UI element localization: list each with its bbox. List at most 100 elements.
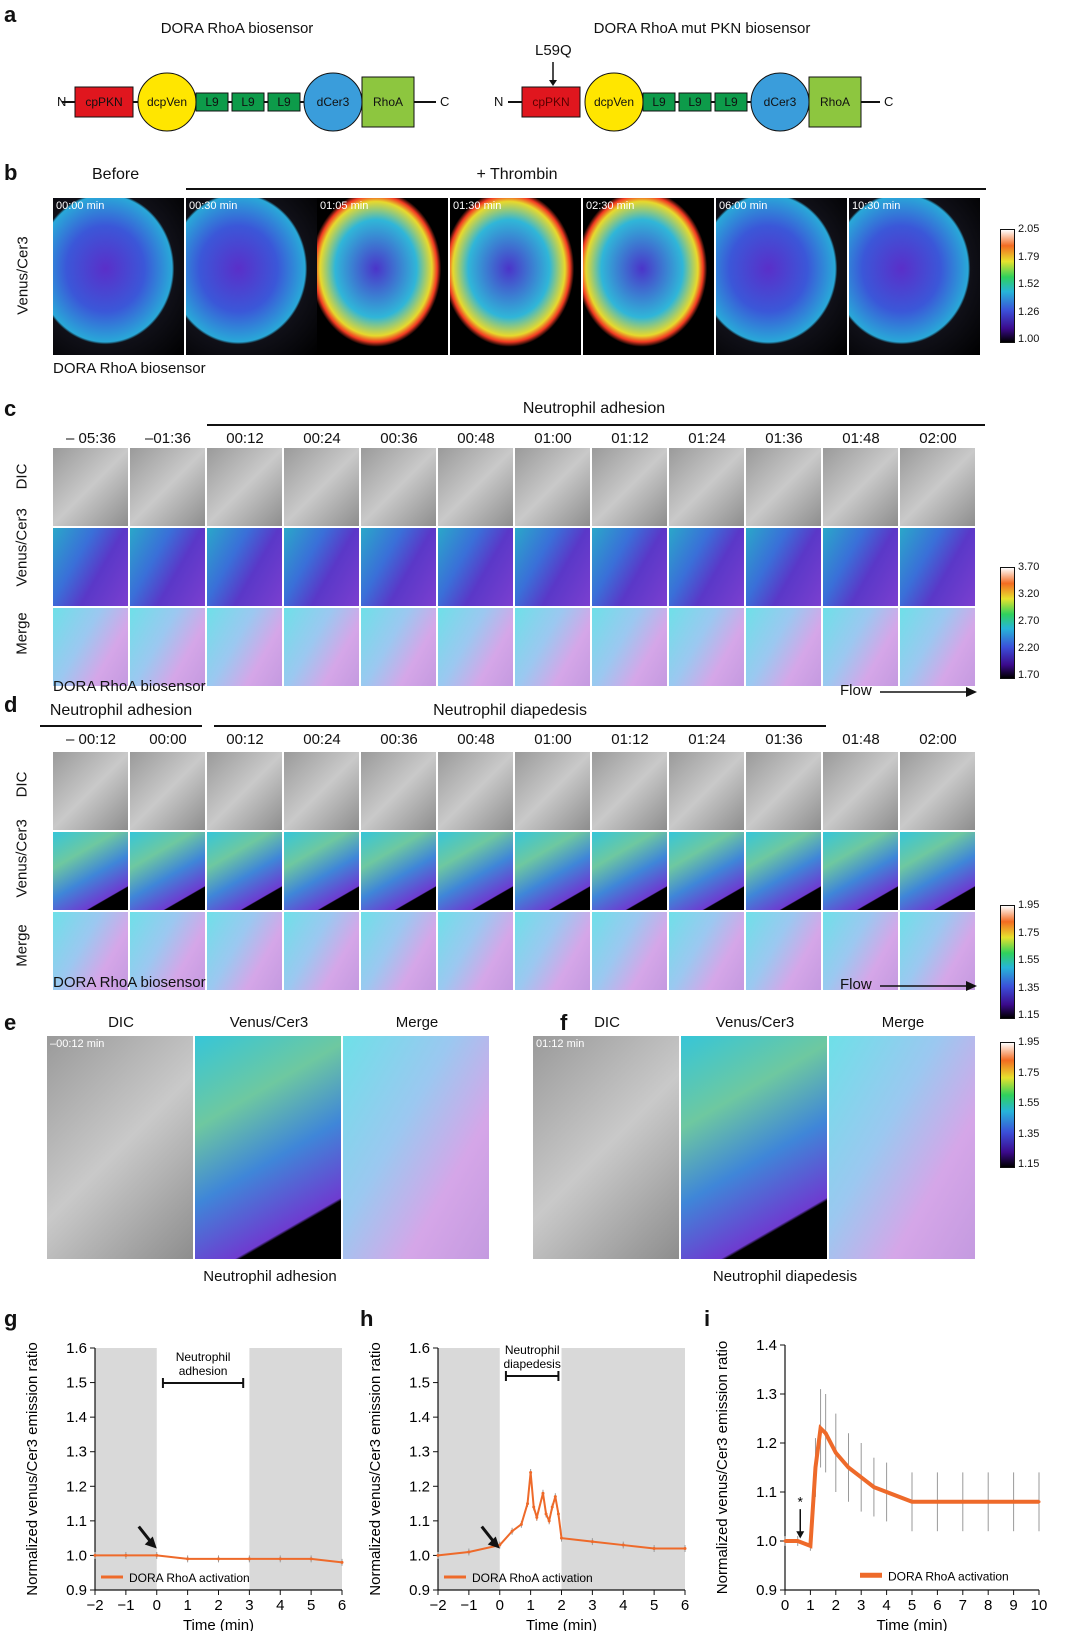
x-tick-label: 0	[781, 1597, 789, 1614]
data-point	[124, 1553, 128, 1557]
c-image-tile	[746, 448, 821, 526]
data-point	[783, 1539, 787, 1543]
d-time-label: 00:00	[149, 731, 187, 748]
x-tick-label: 6	[681, 1597, 689, 1614]
d-image-tile	[669, 912, 744, 990]
c-image-tile	[284, 608, 359, 686]
construct-dora-mut	[508, 62, 880, 132]
x-tick-label: 3	[588, 1597, 596, 1614]
colorbar-tick-label: 3.20	[1018, 588, 1040, 600]
c-image-tile	[53, 528, 128, 606]
d-image-tile	[438, 752, 513, 830]
e-image-tile	[343, 1036, 489, 1259]
c-image-tile	[669, 608, 744, 686]
f-tile-title: DIC	[594, 1014, 620, 1031]
l9-mut-label-3: L9	[724, 95, 738, 109]
b-image-tile: 10:30 min	[849, 198, 980, 355]
data-point	[519, 1522, 523, 1526]
data-point	[93, 1553, 97, 1557]
d-image-tile	[823, 752, 898, 830]
d-image-tile	[130, 912, 205, 990]
c-image-tile	[438, 448, 513, 526]
d-time-label: 01:36	[765, 731, 803, 748]
legend-label: DORA RhoA activation	[129, 1571, 250, 1585]
x-tick-label: 9	[1009, 1597, 1017, 1614]
x-tick-label: 4	[882, 1597, 890, 1614]
d-image-tile	[53, 752, 128, 830]
n-terminus-mut: N	[494, 94, 504, 109]
x-axis-label: Time (min)	[183, 1617, 254, 1631]
colorbar-tick-label: 1.55	[1018, 1097, 1040, 1109]
chart-i: 0 1 2 3 4 5 6 7 8 9 10 0.9 1.0 1.1 1.2 1.3 1.4 Time (min)…	[714, 1337, 1048, 1631]
x-tick-label: 4	[276, 1597, 284, 1614]
x-tick-label: 1	[183, 1597, 191, 1614]
data-point	[547, 1519, 551, 1523]
y-tick-label: 1.1	[756, 1484, 777, 1501]
data-point	[961, 1500, 965, 1504]
d-time-label: 02:00	[919, 731, 957, 748]
e-time-stamp: –00:12 min	[50, 1038, 105, 1050]
d-image-tile	[823, 832, 898, 910]
y-tick-label: 1.2	[66, 1478, 87, 1495]
y-tick-label: 1.5	[66, 1375, 87, 1392]
d-image-tile	[592, 912, 667, 990]
x-tick-label: 5	[307, 1597, 315, 1614]
b-colorbar	[1000, 229, 1015, 343]
cppkn-block	[74, 86, 134, 118]
asterisk-marker: *	[798, 1494, 804, 1510]
c-image-tile	[592, 608, 667, 686]
d-row-label: DIC	[13, 771, 31, 798]
b-time-stamp: 00:30 min	[189, 200, 238, 212]
c-time-label: 00:48	[457, 430, 495, 447]
data-point	[556, 1512, 560, 1516]
x-tick-label: 10	[1031, 1597, 1048, 1614]
f-colorbar	[1000, 1042, 1015, 1168]
c-row-label: Venus/Cer3	[13, 508, 31, 587]
d-image-tile	[669, 832, 744, 910]
x-tick-label: 0	[496, 1597, 504, 1614]
d-image-tile	[669, 752, 744, 830]
d-flow-label: Flow	[840, 976, 872, 993]
d-time-label: 01:48	[842, 731, 880, 748]
c-image-tile	[900, 448, 975, 526]
d-image-tile	[438, 832, 513, 910]
c-image-tile	[130, 528, 205, 606]
y-axis-label: Normalized venus/Cer3 emission ratio	[367, 1342, 384, 1595]
colorbar-tick-label: 1.79	[1018, 250, 1040, 263]
x-tick-label: −1	[460, 1597, 477, 1614]
c-time-label: –01:36	[145, 430, 191, 447]
d-time-label: 00:48	[457, 731, 495, 748]
x-tick-label: 2	[214, 1597, 222, 1614]
x-tick-label: 5	[908, 1597, 916, 1614]
c-bracket	[207, 424, 985, 426]
data-point	[590, 1540, 594, 1544]
x-tick-label: 1	[806, 1597, 814, 1614]
b-time-stamp: 01:05 min	[320, 200, 369, 212]
d-image-tile	[130, 832, 205, 910]
data-point	[544, 1512, 548, 1516]
c-image-tile	[900, 608, 975, 686]
panel-d-label: d	[4, 692, 18, 717]
d-image-tile	[438, 912, 513, 990]
colorbar-tick-label: 2.05	[1018, 223, 1040, 235]
y-tick-label: 1.4	[409, 1409, 430, 1426]
panel-g-label: g	[4, 1306, 18, 1331]
d-image-tile	[130, 752, 205, 830]
x-tick-label: 1	[526, 1597, 534, 1614]
c-image-tile	[207, 608, 282, 686]
l9-label-3: L9	[277, 95, 291, 109]
l9-mut-2	[678, 92, 712, 112]
rhoa-mut-block	[808, 76, 862, 128]
b-image-tile: 06:00 min	[716, 198, 847, 355]
c-image-tile	[515, 528, 590, 606]
shaded-region	[95, 1348, 157, 1590]
rhoa-block	[361, 76, 415, 128]
c-image-tile	[823, 528, 898, 606]
x-tick-label: 4	[619, 1597, 627, 1614]
e-tile-title: DIC	[108, 1014, 134, 1031]
thrombin-bracket	[186, 188, 986, 190]
d-image-tile	[284, 832, 359, 910]
x-tick-label: −2	[86, 1597, 103, 1614]
data-point	[859, 1475, 863, 1479]
d-header-right: Neutrophil diapedesis	[433, 702, 587, 719]
